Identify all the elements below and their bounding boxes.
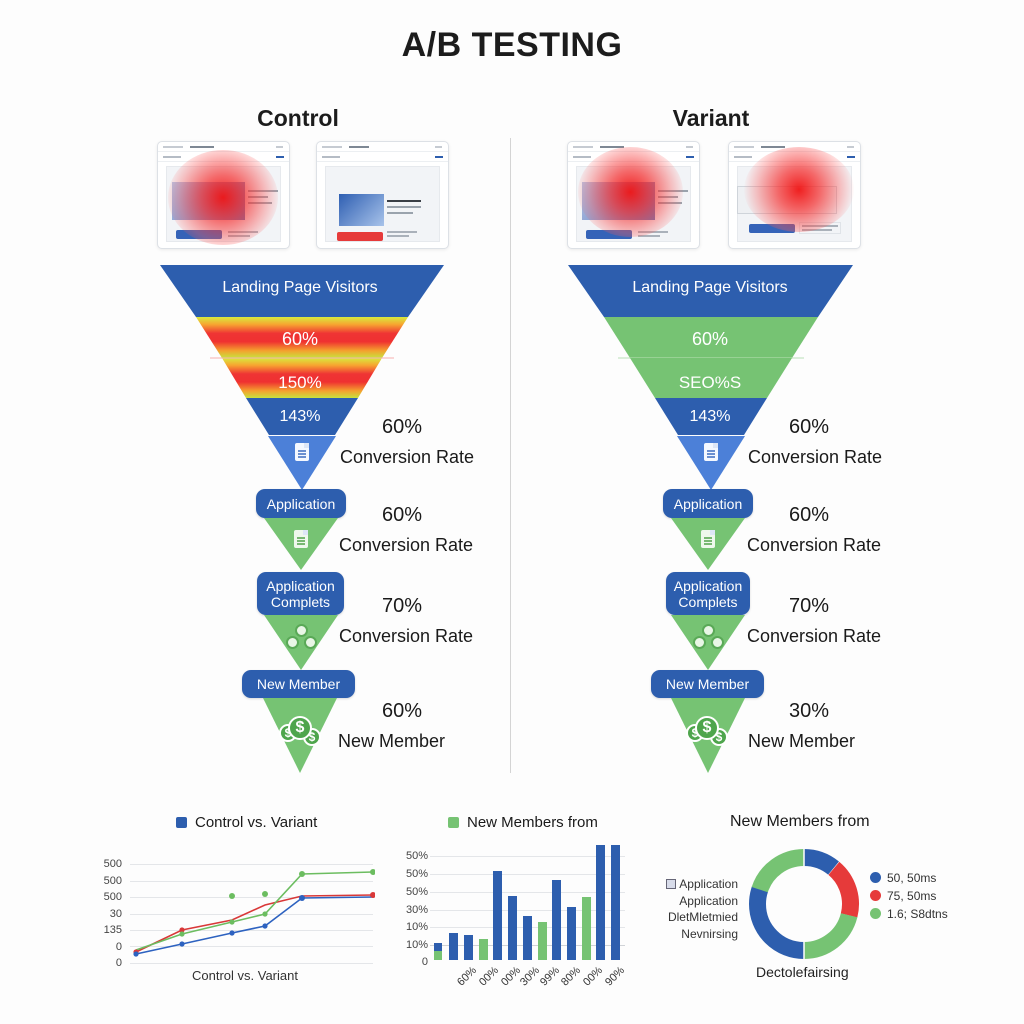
variant-funnel <box>568 265 853 490</box>
cta-button <box>337 232 383 241</box>
control-funnel <box>160 265 444 490</box>
variant-step4-label: New Member <box>748 731 856 751</box>
control-pill-application-complete: Application Complets <box>257 572 344 615</box>
control-step1-pct: 60% <box>382 416 423 438</box>
document-icon <box>295 443 309 461</box>
document-icon <box>704 443 718 461</box>
variant-step2-pct: 60% <box>789 504 830 526</box>
control-step3-label: Conversion Rate <box>339 626 474 646</box>
donut-legend-item: 1.6; S8dtns <box>870 907 948 921</box>
variant-step1-pct: 60% <box>789 416 830 438</box>
money-icon: $ $ $ <box>686 716 732 750</box>
coins-icon <box>285 624 319 652</box>
variant-pill-new-member: New Member <box>651 670 764 698</box>
control-step4-label: New Member <box>338 731 446 751</box>
coins-icon <box>692 624 726 652</box>
document-icon <box>294 530 308 548</box>
legend-swatch <box>448 817 459 828</box>
control-band-1: 60% <box>281 329 319 349</box>
cta-button <box>176 230 222 239</box>
control-title: Control <box>257 105 339 131</box>
control-band-3: 143% <box>279 408 321 425</box>
control-step4-pct: 60% <box>382 700 423 722</box>
variant-heatmap-screenshot-a <box>567 141 700 249</box>
bar-chart-title: New Members from <box>448 814 598 831</box>
variant-heatmap-screenshot-b <box>728 141 861 249</box>
control-step2-label: Conversion Rate <box>339 535 474 555</box>
donut-chart-title: New Members from <box>730 813 870 830</box>
money-icon: $ $ $ <box>279 716 325 750</box>
variant-step4-pct: 30% <box>789 700 830 722</box>
line-chart: 500 500 500 30 135 0 0 <box>90 855 390 975</box>
variant-pill-application: Application <box>663 489 753 518</box>
legend-checkbox-icon <box>666 879 677 889</box>
control-step3-pct: 70% <box>382 595 423 617</box>
donut-chart <box>749 848 859 960</box>
document-icon <box>701 530 715 548</box>
bar-chart: 50% 50% 50% 30% 10% 10% 0 60% 00% 00% 30… <box>400 845 630 995</box>
control-screenshot <box>316 141 449 249</box>
variant-step2-label: Conversion Rate <box>747 535 882 555</box>
column-divider <box>510 138 511 773</box>
control-pill-new-member: New Member <box>242 670 355 698</box>
donut-left-legend: Application Application DletMletmied Nev… <box>666 877 738 941</box>
line-chart-xlabel: Control vs. Variant <box>192 968 298 983</box>
variant-band-top: Landing Page Visitors <box>632 279 788 296</box>
variant-step3-label: Conversion Rate <box>747 626 882 646</box>
variant-pill-application-complete: Application Complets <box>666 572 750 615</box>
control-pill-application: Application <box>256 489 346 518</box>
donut-xlabel: Dectolefairsing <box>756 964 849 980</box>
donut-legend-item: 50, 50ms <box>870 871 936 885</box>
variant-band-3: 143% <box>689 408 731 425</box>
control-band-top: Landing Page Visitors <box>222 279 378 296</box>
variant-step1-label: Conversion Rate <box>748 447 883 467</box>
legend-swatch <box>176 817 187 828</box>
variant-band-1: 60% <box>691 329 729 349</box>
variant-step3-pct: 70% <box>789 595 830 617</box>
donut-legend-item: 75, 50ms <box>870 889 936 903</box>
control-band-2: 150% <box>278 373 322 392</box>
variant-band-2: SEO%S <box>678 373 742 392</box>
control-step1-label: Conversion Rate <box>340 447 475 467</box>
page-title: A/B TESTING <box>401 26 623 64</box>
control-step2-pct: 60% <box>382 504 423 526</box>
variant-title: Variant <box>672 105 750 131</box>
control-heatmap-screenshot <box>157 141 290 249</box>
line-chart-title: Control vs. Variant <box>176 814 317 831</box>
